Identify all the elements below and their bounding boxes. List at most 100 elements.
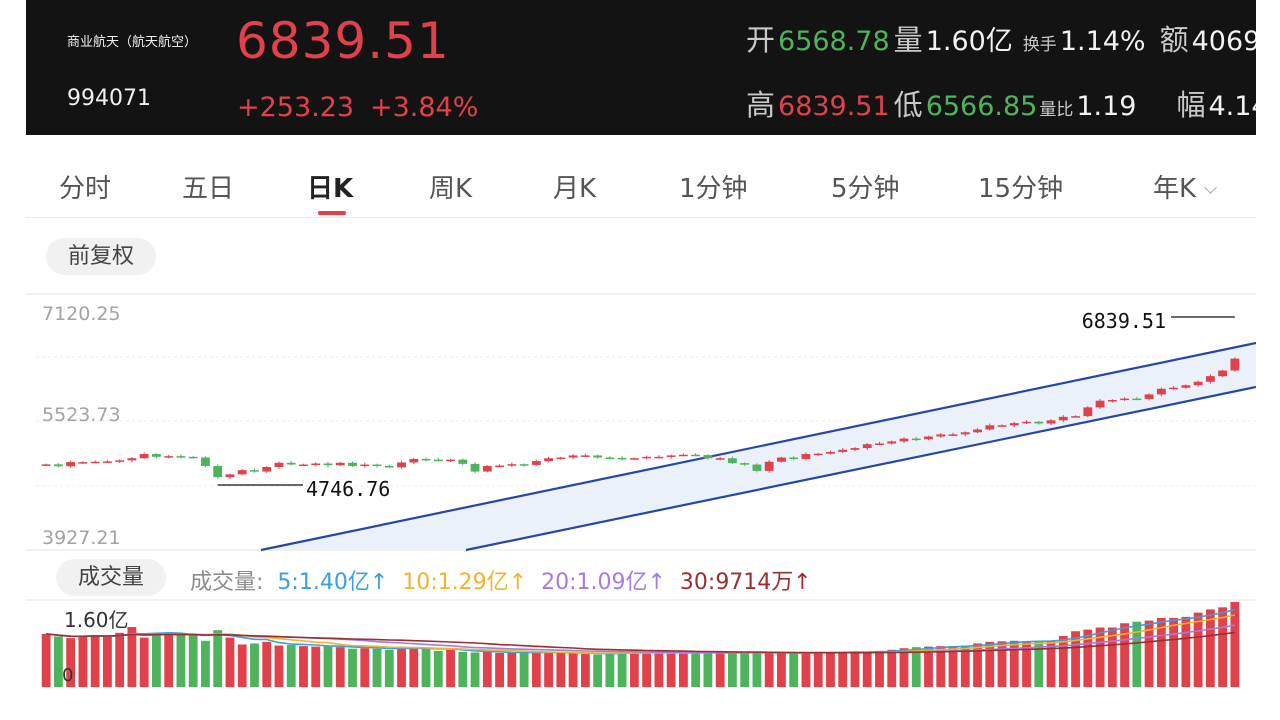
volume-bar (678, 653, 688, 687)
volume-bar (115, 632, 125, 687)
volume-bar (1218, 607, 1228, 687)
candle-body (629, 458, 639, 460)
candle-body (1058, 416, 1068, 421)
candle-body (237, 470, 247, 475)
volume-bar (507, 652, 517, 687)
volume-bar (1058, 636, 1068, 687)
volume-bar (666, 651, 676, 687)
candle-body (973, 429, 982, 433)
candle-body (409, 458, 419, 463)
candle-body (1205, 376, 1215, 382)
candle-body (1107, 400, 1117, 402)
volume-bar (654, 652, 664, 687)
volume-bar (1095, 627, 1105, 687)
candle-body (580, 455, 590, 457)
tab-weekly-k[interactable]: 周K (429, 174, 473, 204)
tab-intraday[interactable]: 分时 (59, 174, 112, 204)
candle-body (924, 436, 933, 440)
volume-bar (152, 632, 161, 687)
volume-bar (1193, 612, 1203, 687)
candle-body (1083, 407, 1093, 417)
tab-five-day[interactable]: 五日 (182, 174, 235, 204)
tab-daily-k[interactable]: 日K (307, 174, 354, 204)
candle-body (691, 454, 701, 457)
candle-body (678, 454, 688, 457)
volume-value: 1.60亿 (925, 26, 1013, 57)
volume-bar (311, 646, 321, 687)
candle-body (1120, 398, 1129, 401)
volume-bar (470, 652, 480, 687)
candle-body (985, 425, 995, 430)
candle-body (139, 454, 149, 459)
open-value: 6568.78 (778, 26, 890, 57)
volume-bar (1009, 640, 1019, 687)
candle-body (274, 462, 284, 468)
volume-ma-lines (46, 608, 1236, 655)
tab-1min[interactable]: 1分钟 (679, 174, 748, 204)
volume-bar (397, 646, 406, 687)
volume-bar (213, 630, 223, 687)
candle-body (531, 461, 541, 465)
candle-body (826, 451, 835, 454)
volume-bar (838, 652, 848, 687)
volume-bar (887, 649, 897, 687)
candle-body (299, 464, 308, 467)
price-change: +253.23 (237, 92, 355, 123)
volume-label: 量 (893, 23, 923, 57)
tab-yearly-k[interactable]: 年K (1153, 168, 1217, 205)
candle-body (715, 458, 725, 460)
volume-ma20: 20:1.09亿↑ (541, 570, 666, 595)
volume-bar (911, 647, 921, 687)
candle-body (838, 449, 848, 452)
volume-bar (899, 648, 909, 687)
volume-bars (41, 602, 1240, 687)
kline-chart[interactable]: 6839.51 4746.76 7120.25 5523.73 3927.21 1… (26, 0, 1256, 720)
volume-bar (458, 651, 468, 687)
candlesticks (41, 357, 1240, 480)
volume-bar (875, 650, 884, 687)
volume-bar (286, 645, 296, 687)
candle-body (997, 425, 1007, 427)
volume-button[interactable]: 成交量 (56, 559, 167, 596)
candle-body (875, 443, 884, 446)
candle-body (421, 458, 431, 461)
candle-body (617, 457, 627, 460)
active-tab-indicator (318, 211, 346, 215)
candle-body (102, 461, 112, 463)
volume-bar (139, 637, 149, 687)
candle-body (225, 474, 235, 478)
volume-bar (164, 633, 174, 687)
tab-monthly-k[interactable]: 月K (553, 174, 597, 204)
volume-bar (973, 643, 982, 687)
volume-bar (924, 646, 933, 687)
candle-body (53, 464, 63, 467)
volume-bar (372, 648, 382, 687)
volume-bar (323, 646, 333, 687)
index-code: 994071 (67, 86, 151, 111)
candle-body (78, 462, 88, 464)
candle-body (544, 458, 553, 462)
adjust-button[interactable]: 前复权 (46, 238, 157, 275)
candle-body (568, 455, 578, 458)
volume-bar (605, 653, 615, 687)
volume-bar (862, 651, 872, 687)
tab-15min[interactable]: 15分钟 (978, 174, 1064, 204)
volume-bar (188, 633, 198, 687)
candle-body (801, 454, 811, 459)
vol-ratio-value: 1.19 (1076, 91, 1137, 122)
candle-body (335, 462, 345, 466)
amplitude-label: 幅 (1176, 88, 1206, 122)
volume-bar (1107, 627, 1117, 687)
volume-bar (78, 636, 88, 687)
candle-body (740, 463, 750, 465)
candle-body (666, 455, 676, 457)
volume-bar (1120, 623, 1129, 687)
volume-bar (985, 641, 995, 687)
last-price: 6839.51 (236, 12, 450, 70)
candle-body (1046, 420, 1056, 424)
volume-bar (482, 651, 492, 687)
candle-body (813, 453, 823, 456)
tab-5min[interactable]: 5分钟 (831, 174, 900, 204)
volume-bar (960, 645, 970, 687)
candle-body (507, 464, 517, 466)
